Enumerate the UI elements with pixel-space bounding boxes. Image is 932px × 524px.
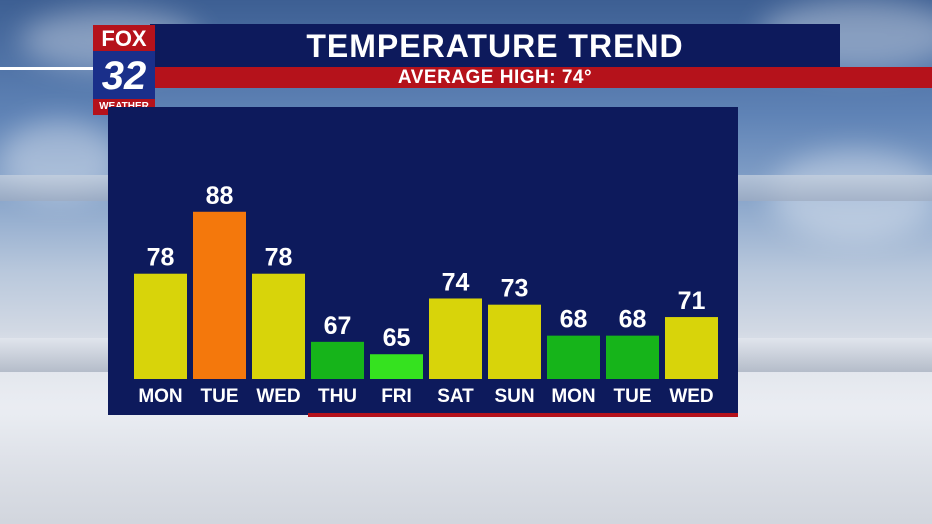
bar-sun-6 xyxy=(488,304,541,379)
bar-sat-5 xyxy=(429,298,482,379)
temperature-bar-chart: 78 MON 88 TUE 78 WED 67 THU 65 FRI 74 SAT 73 SUN 68 MON… xyxy=(134,182,718,407)
x-tick-label: MON xyxy=(138,386,182,407)
x-tick-label: THU xyxy=(318,386,357,407)
x-tick-label: SUN xyxy=(494,386,534,407)
chart-panel-accent xyxy=(308,413,738,417)
bar-mon-0 xyxy=(134,273,187,379)
logo-channel-number: 32 xyxy=(101,54,147,98)
subtitle-bar xyxy=(150,67,932,88)
bar-wed-2 xyxy=(252,273,305,379)
chart-subtitle: AVERAGE HIGH: 74° xyxy=(397,67,593,88)
bar-thu-3 xyxy=(311,341,364,379)
title-bar xyxy=(150,24,840,67)
bar-value-label: 73 xyxy=(501,275,529,303)
bar-value-label: 74 xyxy=(442,268,470,296)
bar-value-label: 68 xyxy=(619,306,647,334)
bar-tue-8 xyxy=(606,335,659,379)
x-tick-label: FRI xyxy=(381,386,412,407)
bar-value-label: 71 xyxy=(678,287,706,315)
station-logo: FOX 32 WEATHER xyxy=(93,25,155,115)
bar-value-label: 88 xyxy=(206,182,234,210)
bar-value-label: 78 xyxy=(147,244,175,272)
bar-value-label: 78 xyxy=(265,244,293,272)
x-tick-label: TUE xyxy=(201,386,239,407)
x-tick-label: SAT xyxy=(437,386,474,407)
logo-brand-text: FOX xyxy=(93,25,155,51)
bar-mon-7 xyxy=(547,335,600,379)
x-tick-label: TUE xyxy=(614,386,652,407)
x-tick-label: WED xyxy=(256,386,300,407)
bar-value-label: 65 xyxy=(383,324,411,352)
chart-title: TEMPERATURE TREND xyxy=(306,28,684,64)
bar-value-label: 68 xyxy=(560,306,588,334)
x-tick-label: MON xyxy=(551,386,595,407)
logo-number-background xyxy=(93,51,155,99)
x-tick-label: WED xyxy=(669,386,713,407)
bar-tue-1 xyxy=(193,211,246,379)
bar-value-label: 67 xyxy=(324,312,352,340)
bar-fri-4 xyxy=(370,354,423,379)
bar-wed-9 xyxy=(665,317,718,379)
header-accent-line xyxy=(0,67,100,70)
